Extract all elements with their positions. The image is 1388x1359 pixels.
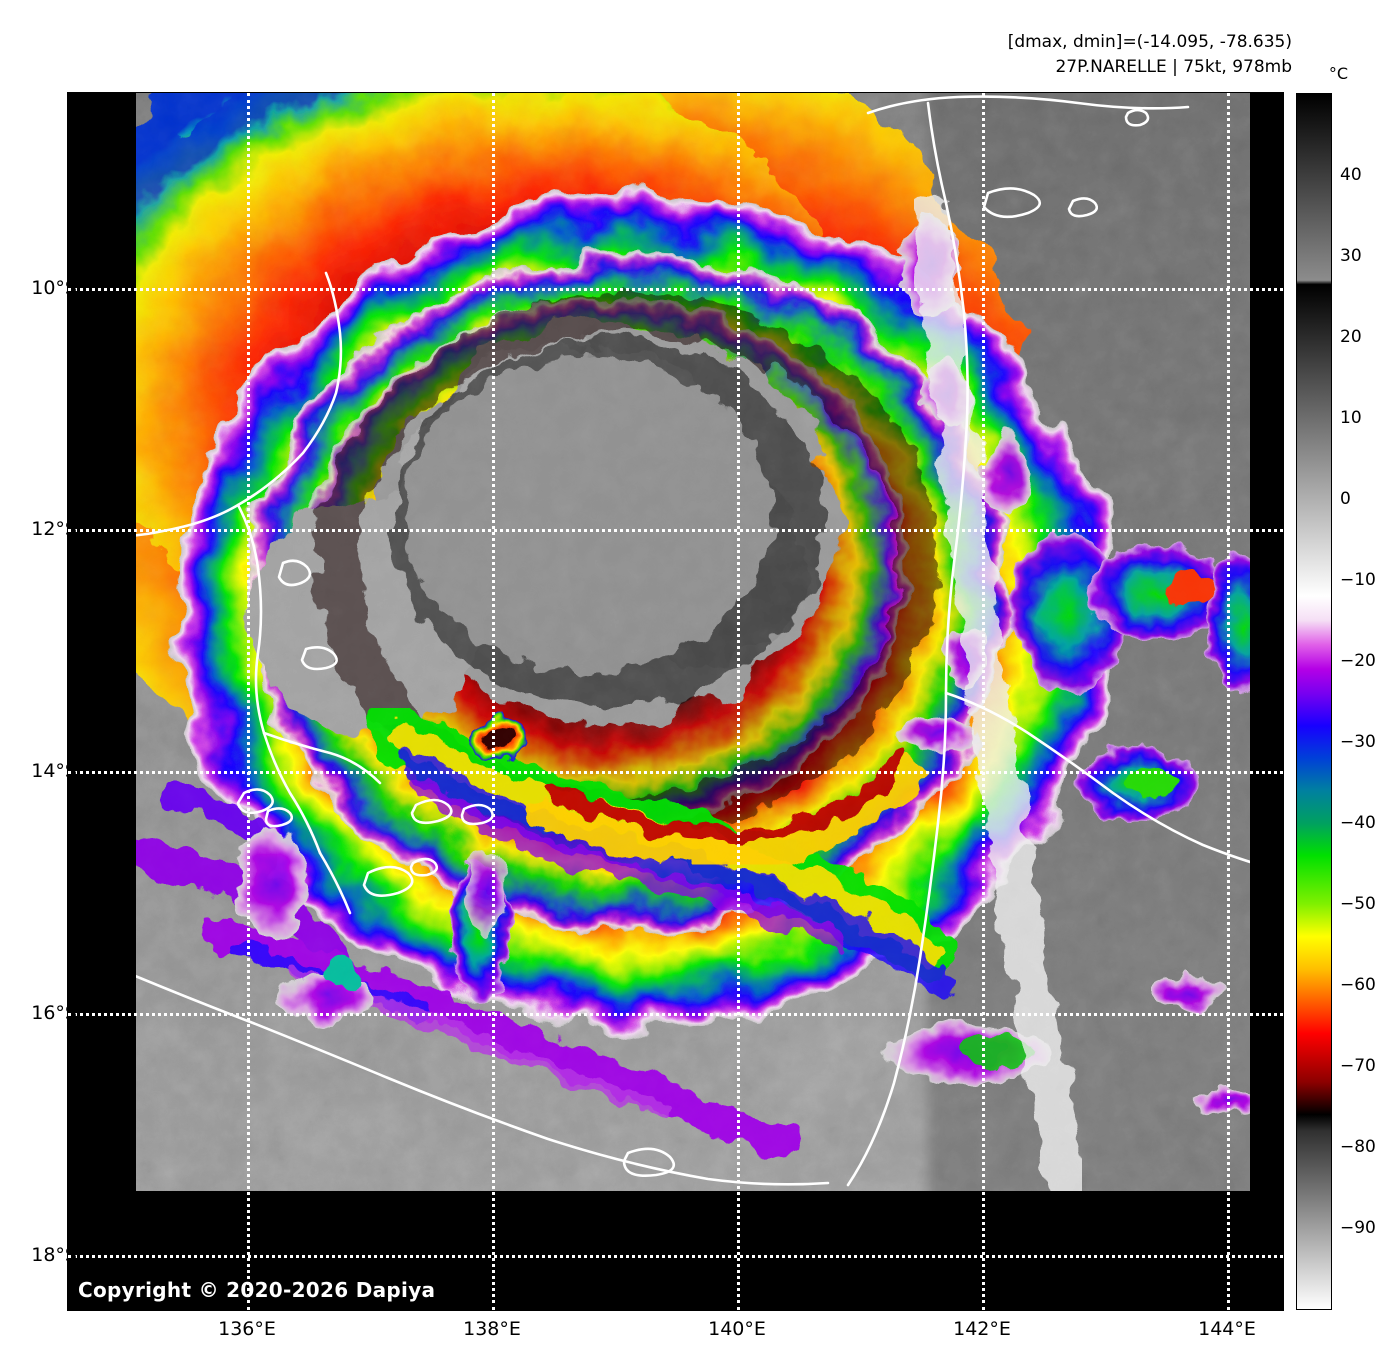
nodata-bottom bbox=[68, 1191, 1283, 1310]
storm-info-label: 27P.NARELLE | 75kt, 978mb bbox=[1055, 56, 1292, 77]
xtick-label-1: 138°E bbox=[463, 1318, 521, 1340]
heatmap-data-region bbox=[136, 93, 1283, 1191]
copyright-label: Copyright © 2020-2026 Dapiya bbox=[78, 1278, 436, 1302]
ytick-label-4: 18°S bbox=[31, 1244, 77, 1266]
colorbar-tick-6: −20 bbox=[1340, 651, 1376, 671]
colorbar-tick-2: 20 bbox=[1340, 327, 1362, 347]
nodata-right bbox=[1250, 93, 1283, 1310]
xtick-label-2: 140°E bbox=[708, 1318, 766, 1340]
ytick-label-3: 16°S bbox=[31, 1002, 77, 1024]
xtick-label-3: 142°E bbox=[953, 1318, 1011, 1340]
data-minmax-label: [dmax, dmin]=(-14.095, -78.635) bbox=[1007, 32, 1292, 52]
xtick-label-0: 136°E bbox=[218, 1318, 276, 1340]
colorbar-unit-label: °C bbox=[1328, 64, 1348, 83]
ytick-label-2: 14°S bbox=[31, 760, 77, 782]
colorbar-tick-13: −90 bbox=[1340, 1218, 1376, 1238]
ytick-label-0: 10°S bbox=[31, 277, 77, 299]
colorbar-tick-4: 0 bbox=[1340, 489, 1351, 509]
coastline-overlay bbox=[136, 95, 1283, 1187]
colorbar bbox=[1296, 93, 1332, 1310]
satellite-image-panel: Copyright © 2020-2026 Dapiya bbox=[68, 93, 1283, 1310]
nodata-left bbox=[68, 93, 136, 1310]
colorbar-tick-12: −80 bbox=[1340, 1137, 1376, 1157]
colorbar-tick-7: −30 bbox=[1340, 732, 1376, 752]
ytick-label-1: 12°S bbox=[31, 518, 77, 540]
xtick-label-4: 144°E bbox=[1198, 1318, 1256, 1340]
colorbar-tick-5: −10 bbox=[1340, 570, 1376, 590]
colorbar-tick-11: −70 bbox=[1340, 1056, 1376, 1076]
colorbar-tick-10: −60 bbox=[1340, 975, 1376, 995]
colorbar-tick-9: −50 bbox=[1340, 894, 1376, 914]
colorbar-tick-0: 40 bbox=[1340, 165, 1362, 185]
colorbar-gradient bbox=[1297, 94, 1331, 1309]
colorbar-tick-1: 30 bbox=[1340, 246, 1362, 266]
colorbar-tick-8: −40 bbox=[1340, 813, 1376, 833]
metadata-block: [dmax, dmin]=(-14.095, -78.635) 27P.NARE… bbox=[1008, 30, 1292, 79]
colorbar-tick-3: 10 bbox=[1340, 408, 1362, 428]
satellite-infrared-heatmap bbox=[68, 93, 1283, 1310]
